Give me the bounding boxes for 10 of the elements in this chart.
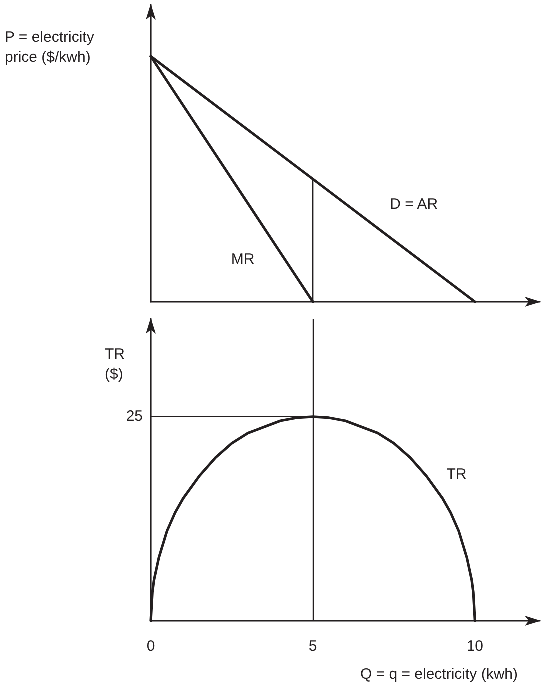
x-tick-label: 0 bbox=[146, 638, 156, 655]
y-axis-title: P = electricity price ($/kwh) bbox=[5, 28, 96, 68]
y-axis-title: TR ($) bbox=[105, 345, 126, 385]
series-label: D = AR bbox=[390, 196, 438, 213]
x-axis-title: Q = q = electricity (kwh) bbox=[360, 665, 518, 685]
x-tick-label: 5 bbox=[308, 638, 318, 655]
annotation: 25 bbox=[126, 406, 143, 427]
series-label: TR bbox=[446, 466, 467, 484]
series-label: MR bbox=[231, 250, 255, 268]
x-tick-label: 10 bbox=[466, 638, 484, 655]
